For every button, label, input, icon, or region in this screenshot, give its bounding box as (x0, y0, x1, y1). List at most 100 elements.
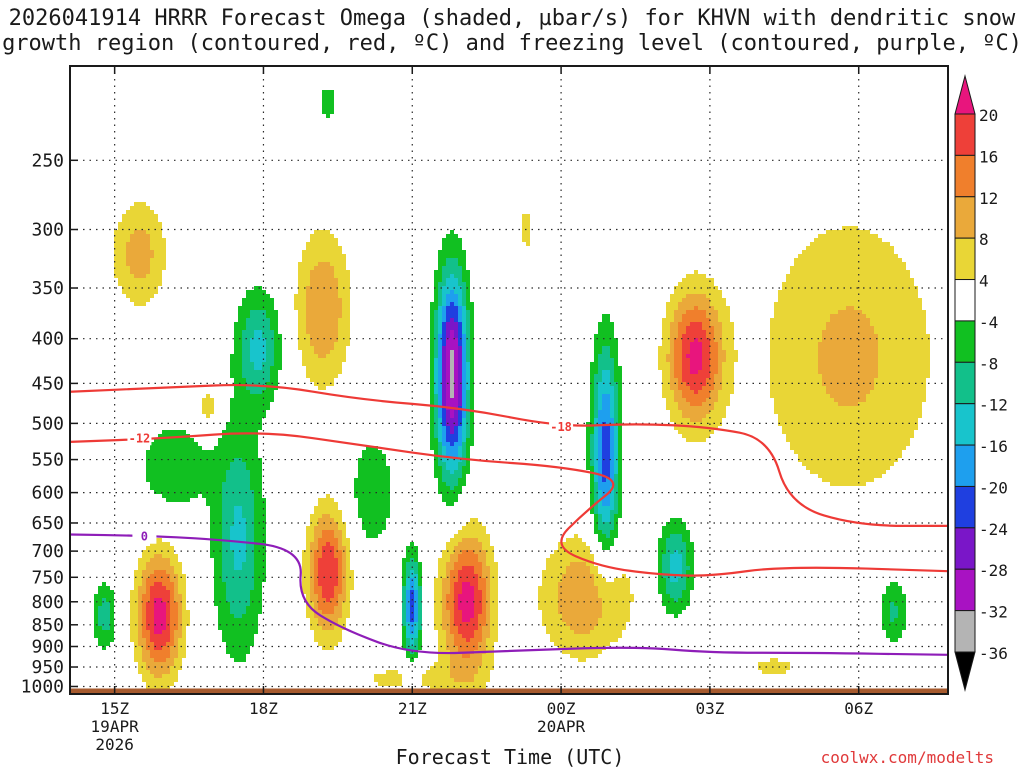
omega-cell (230, 554, 234, 558)
omega-cell (98, 598, 102, 602)
omega-cell (122, 258, 126, 262)
omega-cell (466, 530, 470, 534)
omega-cell (318, 314, 322, 318)
omega-cell (182, 582, 186, 586)
omega-cell (334, 506, 338, 510)
omega-cell (430, 306, 434, 310)
omega-cell (442, 338, 446, 342)
omega-cell (166, 434, 170, 438)
omega-cell (474, 598, 478, 602)
omega-cell (366, 502, 370, 506)
omega-cell (310, 318, 314, 322)
omega-cell (154, 594, 158, 598)
omega-cell (218, 474, 222, 478)
omega-cell (230, 406, 234, 410)
omega-cell (162, 646, 166, 650)
omega-cell (462, 682, 466, 686)
omega-cell (362, 522, 366, 526)
omega-cell (326, 510, 330, 514)
omega-cell (234, 406, 238, 410)
omega-cell (314, 562, 318, 566)
omega-cell (450, 622, 454, 626)
omega-cell (346, 602, 350, 606)
omega-cell (458, 558, 462, 562)
omega-cell (582, 610, 586, 614)
omega-cell (322, 570, 326, 574)
omega-cell (586, 566, 590, 570)
omega-cell (114, 238, 118, 242)
omega-cell (330, 326, 334, 330)
omega-cell (238, 406, 242, 410)
omega-cell (458, 330, 462, 334)
omega-cell (578, 626, 582, 630)
omega-cell (586, 606, 590, 610)
omega-cell (378, 506, 382, 510)
omega-cell (446, 550, 450, 554)
omega-cell (250, 438, 254, 442)
omega-cell (174, 450, 178, 454)
omega-cell (578, 594, 582, 598)
omega-cell (146, 618, 150, 622)
omega-cell (182, 626, 186, 630)
omega-cell (234, 538, 238, 542)
omega-cell (330, 618, 334, 622)
omega-cell (142, 218, 146, 222)
omega-cell (250, 526, 254, 530)
omega-cell (238, 602, 242, 606)
omega-cell (126, 274, 130, 278)
omega-cell (310, 326, 314, 330)
omega-cell (554, 614, 558, 618)
omega-cell (582, 550, 586, 554)
omega-cell (546, 562, 550, 566)
omega-cell (598, 462, 602, 466)
omega-cell (330, 370, 334, 374)
omega-cell (326, 522, 330, 526)
omega-cell (170, 438, 174, 442)
omega-cell (322, 290, 326, 294)
omega-cell (146, 270, 150, 274)
omega-cell (310, 586, 314, 590)
omega-cell (406, 586, 410, 590)
omega-cell (306, 318, 310, 322)
omega-cell (318, 574, 322, 578)
omega-cell (306, 350, 310, 354)
omega-cell (302, 346, 306, 350)
omega-cell (414, 574, 418, 578)
omega-cell (594, 498, 598, 502)
omega-cell (182, 474, 186, 478)
omega-cell (338, 558, 342, 562)
omega-cell (458, 554, 462, 558)
omega-cell (454, 454, 458, 458)
omega-cell (590, 630, 594, 634)
omega-cell (454, 386, 458, 390)
omega-cell (562, 562, 566, 566)
omega-cell (414, 566, 418, 570)
omega-cell (166, 482, 170, 486)
omega-cell (146, 582, 150, 586)
omega-cell (102, 634, 106, 638)
omega-cell (170, 494, 174, 498)
omega-cell (458, 622, 462, 626)
omega-cell (446, 398, 450, 402)
omega-cell (594, 390, 598, 394)
omega-cell (410, 614, 414, 618)
omega-cell (450, 638, 454, 642)
omega-cell (370, 506, 374, 510)
omega-cell (410, 634, 414, 638)
omega-cell (174, 658, 178, 662)
omega-cell (198, 470, 202, 474)
omega-cell (462, 406, 466, 410)
omega-cell (222, 462, 226, 466)
omega-cell (382, 458, 386, 462)
omega-cell (442, 610, 446, 614)
omega-cell (438, 642, 442, 646)
omega-cell (358, 506, 362, 510)
omega-cell (150, 674, 154, 678)
omega-cell (158, 658, 162, 662)
omega-cell (366, 534, 370, 538)
omega-cell (470, 346, 474, 350)
omega-cell (138, 210, 142, 214)
omega-cell (454, 366, 458, 370)
omega-cell (418, 602, 422, 606)
omega-cell (338, 258, 342, 262)
